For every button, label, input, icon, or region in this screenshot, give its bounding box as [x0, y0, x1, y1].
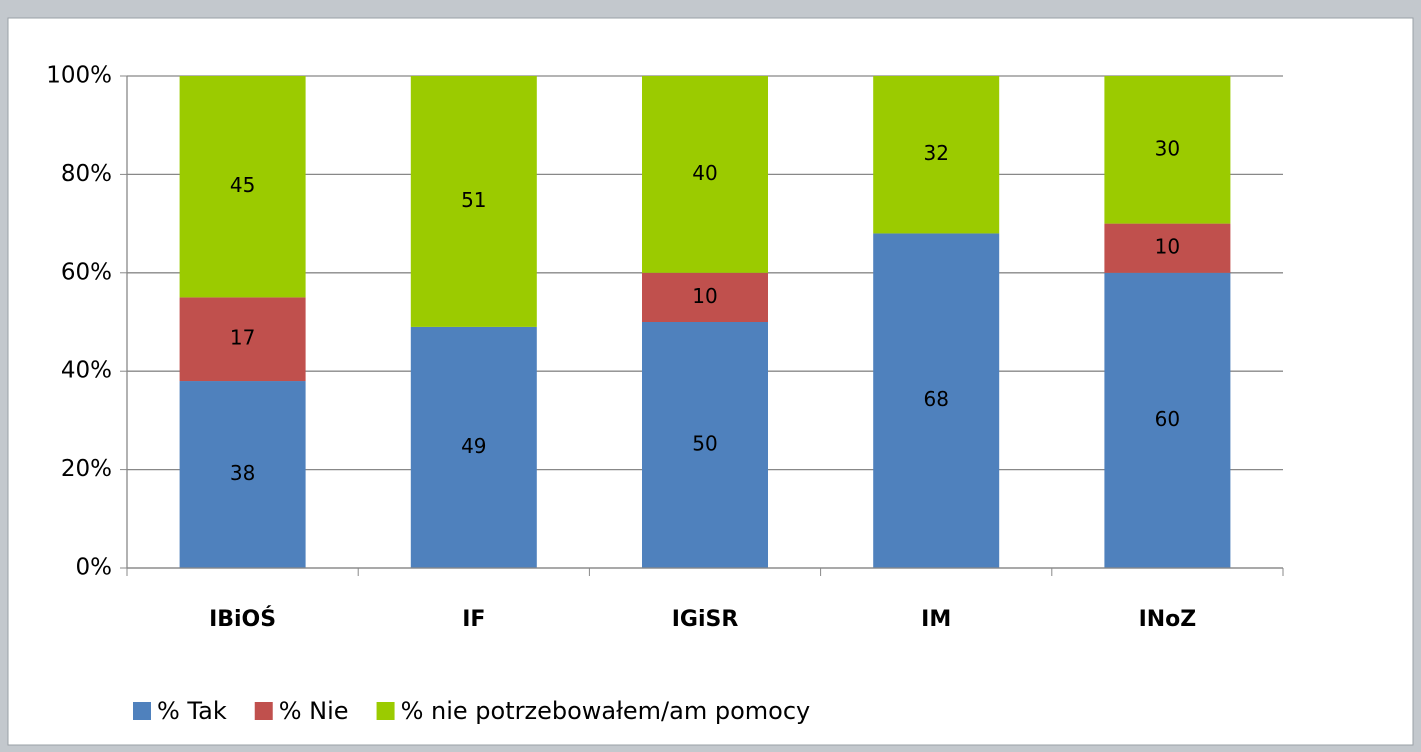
y-tick-label: 20% [61, 456, 112, 482]
legend-swatch [376, 702, 395, 720]
bar-segment [179, 297, 306, 382]
data-label: 10 [1155, 235, 1180, 259]
data-label: 60 [1155, 407, 1180, 431]
x-tick-label: IGiSR [672, 607, 739, 632]
bar-segment [642, 76, 768, 273]
bar-segment [642, 272, 768, 322]
data-label: 49 [461, 434, 486, 458]
x-tick-label: IF [462, 607, 485, 632]
bar-segment [642, 322, 768, 568]
data-label: 40 [692, 161, 717, 185]
data-label: 51 [461, 188, 486, 212]
data-label: 17 [230, 326, 255, 350]
bar-segment [1104, 272, 1231, 568]
bar-segment [1104, 223, 1231, 273]
y-tick-label: 0% [76, 555, 113, 581]
bar-segment [1104, 76, 1231, 224]
legend-swatch [254, 702, 273, 720]
legend-swatch [133, 702, 151, 720]
bar-segment [410, 76, 537, 327]
bar-segment [179, 381, 306, 568]
data-label: 45 [230, 173, 255, 197]
data-label: 30 [1155, 136, 1180, 160]
legend-label: % nie potrzebowałem/am pomocy [401, 697, 811, 725]
y-tick-label: 60% [61, 259, 112, 285]
data-label: 32 [923, 141, 948, 165]
data-label: 50 [692, 432, 717, 456]
data-label: 38 [230, 461, 255, 485]
bar-segment [410, 326, 537, 568]
x-tick-label: INoZ [1139, 607, 1197, 632]
legend-label: % Nie [279, 697, 349, 725]
bar-segment [873, 76, 1000, 234]
data-label: 10 [692, 284, 717, 308]
y-tick-label: 40% [61, 358, 112, 384]
bar-segment [873, 233, 1000, 568]
data-label: 68 [923, 387, 948, 411]
y-tick-label: 100% [46, 63, 112, 89]
legend-label: % Tak [157, 697, 227, 725]
x-tick-label: IBiOŚ [209, 606, 276, 632]
bar-segment [179, 76, 306, 298]
y-tick-label: 80% [61, 161, 112, 187]
x-tick-label: IM [921, 607, 951, 632]
